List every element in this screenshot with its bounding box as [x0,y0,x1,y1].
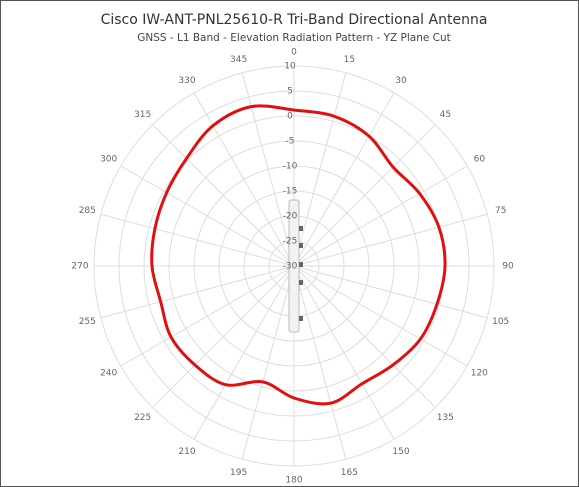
angle-label: 165 [341,468,358,478]
r-tick-label: 5 [287,87,293,97]
angle-label: 285 [79,206,96,216]
r-tick-label: -30 [283,262,298,272]
angle-label: 345 [230,55,247,65]
chart-subtitle: GNSS - L1 Band - Elevation Radiation Pat… [137,32,451,44]
angle-label: 180 [285,476,302,486]
r-tick-label: -15 [283,187,298,197]
chart: Cisco IW-ANT-PNL25610-R Tri-Band Directi… [0,0,579,487]
angle-label: 330 [178,76,195,86]
angle-label: 150 [392,447,409,457]
angle-label: 120 [471,369,488,379]
angle-label: 315 [134,110,151,120]
r-tick-label: -10 [283,162,298,172]
angle-label: 255 [79,317,96,327]
r-tick-label: -5 [286,137,295,147]
angle-label: 225 [134,413,151,423]
angle-label: 30 [395,76,407,86]
chart-title: Cisco IW-ANT-PNL25610-R Tri-Band Directi… [101,12,488,28]
r-tick-label: -25 [283,237,298,247]
angle-label: 15 [344,55,355,65]
angle-label: 45 [440,110,451,120]
page: {"chart_data": { "type": "polar", "title… [0,0,579,487]
angle-label: 0 [291,48,297,58]
angle-label: 210 [178,447,195,457]
angle-label: 240 [100,369,117,379]
r-tick-label: 0 [287,112,293,122]
angle-label: 60 [474,155,486,165]
r-tick-label: 10 [284,62,296,72]
angle-label: 75 [495,206,506,216]
r-tick-label: -20 [283,212,298,222]
angle-label: 270 [71,262,88,272]
angle-label: 300 [100,155,117,165]
angle-label: 90 [502,262,514,272]
angle-label: 135 [437,413,454,423]
angle-label: 105 [492,317,509,327]
angle-label: 195 [230,468,247,478]
